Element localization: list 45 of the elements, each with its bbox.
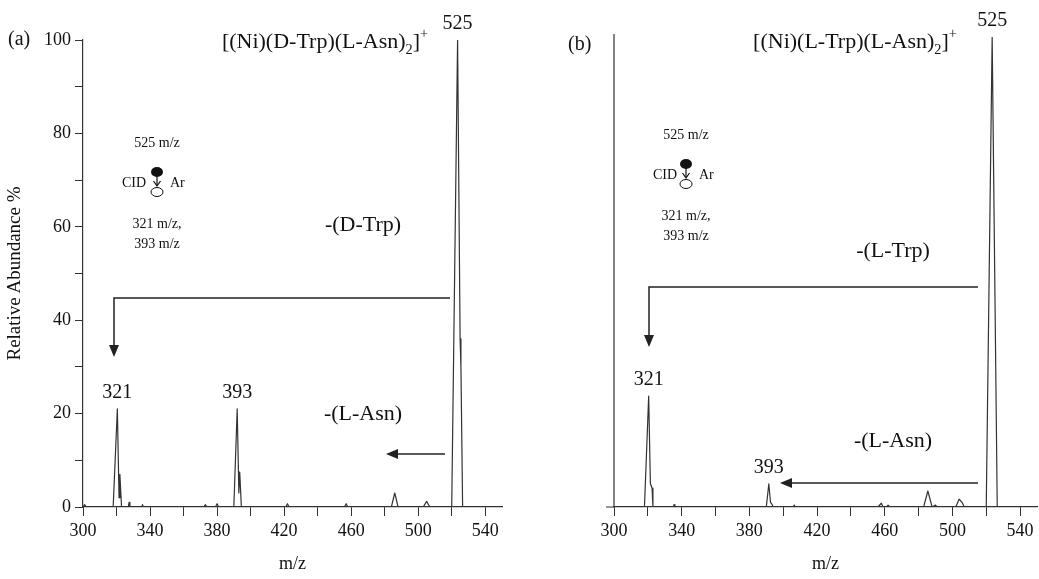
annotation: 393 m/z <box>663 227 709 243</box>
text: (a) <box>8 27 31 51</box>
y-tick-label: 0 <box>62 495 71 516</box>
annotation: 393 <box>753 455 784 478</box>
annotation: 321 m/z, <box>661 207 711 223</box>
x-tick-label: 300 <box>600 519 628 540</box>
x-axis-title: m/z <box>279 552 306 573</box>
x-tick-label: 300 <box>69 519 97 540</box>
annotation: 393 m/z <box>134 235 180 251</box>
annotation: Ar <box>170 174 186 190</box>
x-tick-label: 420 <box>803 519 831 540</box>
x-tick-label: 340 <box>136 519 164 540</box>
text: (b) <box>568 32 592 56</box>
annotation: 321 <box>633 367 664 390</box>
y-tick-label: 40 <box>53 308 71 329</box>
y-tick-label: 20 <box>53 402 71 423</box>
x-tick-label: 540 <box>471 519 499 540</box>
x-tick-label: 460 <box>871 519 899 540</box>
annotation: 525 <box>442 11 473 34</box>
annotation: -(L-Asn) <box>853 426 933 452</box>
annotation: 525 m/z <box>663 126 709 142</box>
x-tick-label: 420 <box>270 519 298 540</box>
annotation: 321 <box>102 380 133 403</box>
x-tick-label: 500 <box>938 519 966 540</box>
y-axis-title: Relative Abundance % <box>3 186 25 361</box>
annotation: CID <box>652 166 677 182</box>
x-tick-label: 380 <box>203 519 231 540</box>
x-tick-label: 380 <box>735 519 763 540</box>
y-tick-label: 100 <box>44 28 71 49</box>
x-tick-label: 540 <box>1006 519 1034 540</box>
x-tick-label: 340 <box>668 519 696 540</box>
annotation: CID <box>121 174 146 190</box>
annotation: 321 m/z, <box>132 215 182 231</box>
y-tick-label: 80 <box>53 122 71 143</box>
annotation: -(L-Asn) <box>323 399 403 425</box>
annotation: -(D-Trp) <box>324 210 402 236</box>
y-tick-label: 60 <box>53 215 71 236</box>
annotation: 393 <box>222 380 253 403</box>
x-tick-label: 460 <box>337 519 365 540</box>
annotation: 525 <box>977 8 1008 31</box>
x-axis-title: m/z <box>812 552 839 573</box>
x-tick-label: 500 <box>404 519 432 540</box>
annotation: 525 m/z <box>134 134 180 150</box>
annotation: -(L-Trp) <box>856 236 930 262</box>
annotation: Ar <box>699 166 715 182</box>
